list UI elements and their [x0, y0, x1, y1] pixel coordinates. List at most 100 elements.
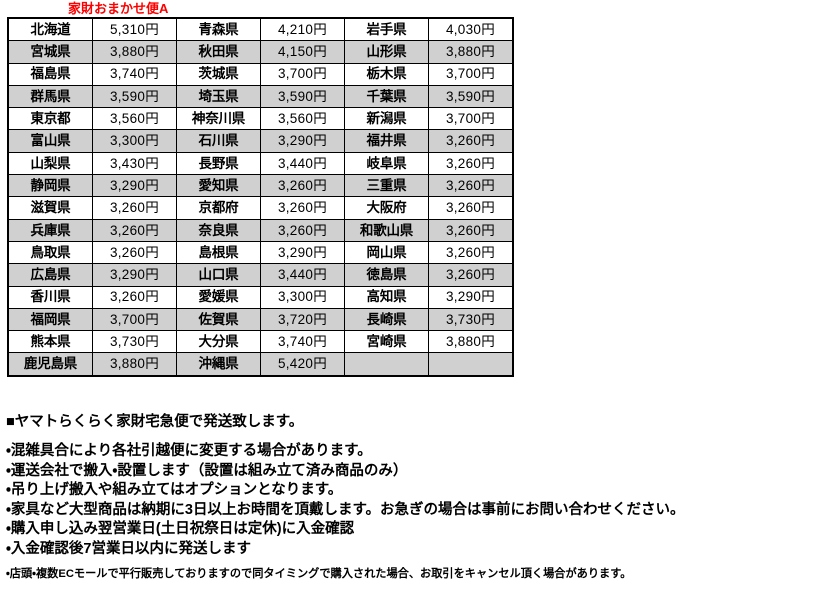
notes-section: ■ヤマトらくらく家財宅急便で発送致します。 ・混雑具合により各社引越便に変更する… — [6, 412, 818, 582]
prefecture-cell: 千葉県 — [344, 84, 429, 109]
fee-cell: 3,290円 — [260, 129, 345, 153]
fee-cell: 3,260円 — [428, 196, 513, 220]
table-row: 熊本県 3,730円 大分県 3,740円 宮崎県 3,880円 — [8, 330, 513, 354]
fee-cell: 3,260円 — [92, 218, 177, 242]
note-line: ・吊り上げ搬入や組み立てはオプションとなります。 — [6, 482, 343, 498]
note-line: ・混雑具合により各社引越便に変更する場合があります。 — [6, 443, 372, 459]
fee-cell: 3,260円 — [92, 240, 177, 265]
prefecture-cell: 福島県 — [8, 62, 93, 86]
prefecture-cell: 沖縄県 — [176, 352, 261, 376]
fee-cell: 3,700円 — [428, 62, 513, 86]
note-line: ・購入申し込み翌営業日(土日祝祭日は定休)に入金確認 — [6, 521, 355, 537]
fee-cell: 3,440円 — [260, 151, 345, 176]
fee-cell: 3,300円 — [260, 285, 345, 309]
fee-cell: 3,590円 — [428, 84, 513, 109]
prefecture-cell: 福岡県 — [8, 307, 93, 332]
prefecture-cell: 徳島県 — [344, 263, 429, 287]
prefecture-cell: 秋田県 — [176, 40, 261, 64]
fee-cell: 3,560円 — [260, 107, 345, 131]
fee-cell: 3,740円 — [260, 330, 345, 354]
fee-cell: 3,430円 — [92, 151, 177, 176]
fee-cell: 3,700円 — [428, 107, 513, 131]
prefecture-cell: 群馬県 — [8, 84, 93, 109]
fee-cell: 3,260円 — [428, 263, 513, 287]
fee-cell: 3,260円 — [92, 285, 177, 309]
shipping-fee-table: 北海道 5,310円 青森県 4,210円 岩手県 4,030円 宮城県 3,880円 秋田県 4… — [8, 17, 513, 376]
prefecture-cell: 岩手県 — [344, 17, 429, 42]
notes-heading: ■ヤマトらくらく家財宅急便で発送致します。 — [6, 414, 304, 430]
fee-cell: 3,880円 — [428, 330, 513, 354]
fee-cell: 3,260円 — [428, 129, 513, 153]
prefecture-cell: 山口県 — [176, 263, 261, 287]
table-row: 北海道 5,310円 青森県 4,210円 岩手県 4,030円 — [8, 17, 513, 42]
table-row: 富山県 3,300円 石川県 3,290円 福井県 3,260円 — [8, 129, 513, 153]
prefecture-cell: 奈良県 — [176, 218, 261, 242]
fee-cell: 3,590円 — [92, 84, 177, 109]
notes-list: ・混雑具合により各社引越便に変更する場合があります。・運送会社で搬入・設置します… — [6, 442, 818, 559]
fee-cell: 3,290円 — [260, 240, 345, 265]
fee-cell: 3,260円 — [428, 174, 513, 198]
table-row: 山梨県 3,430円 長野県 3,440円 岐阜県 3,260円 — [8, 151, 513, 176]
prefecture-cell: 石川県 — [176, 129, 261, 153]
prefecture-cell: 茨城県 — [176, 62, 261, 86]
prefecture-cell: 山梨県 — [8, 151, 93, 176]
table-row: 広島県 3,290円 山口県 3,440円 徳島県 3,260円 — [8, 263, 513, 287]
prefecture-cell: 愛知県 — [176, 174, 261, 198]
fee-cell: 3,700円 — [92, 307, 177, 332]
table-row: 香川県 3,260円 愛媛県 3,300円 高知県 3,290円 — [8, 285, 513, 309]
fee-cell: 3,720円 — [260, 307, 345, 332]
table-row: 群馬県 3,590円 埼玉県 3,590円 千葉県 3,590円 — [8, 84, 513, 109]
fee-cell: 4,210円 — [260, 17, 345, 42]
prefecture-cell: 香川県 — [8, 285, 93, 309]
fee-cell: 3,740円 — [92, 62, 177, 86]
prefecture-cell: 宮城県 — [8, 40, 93, 64]
prefecture-cell: 愛媛県 — [176, 285, 261, 309]
prefecture-cell: 島根県 — [176, 240, 261, 265]
prefecture-cell — [344, 352, 429, 376]
prefecture-cell: 佐賀県 — [176, 307, 261, 332]
prefecture-cell: 福井県 — [344, 129, 429, 153]
fee-cell: 3,700円 — [260, 62, 345, 86]
prefecture-cell: 長崎県 — [344, 307, 429, 332]
fee-cell: 3,560円 — [92, 107, 177, 131]
note-line: ・家具など大型商品は納期に3日以上お時間を頂戴します。お急ぎの場合は事前にお問い… — [6, 501, 685, 518]
fee-cell: 3,290円 — [92, 174, 177, 198]
prefecture-cell: 岡山県 — [344, 240, 429, 265]
page-title: 家財おまかせ便A — [68, 1, 169, 16]
prefecture-cell: 静岡県 — [8, 174, 93, 198]
note-line: ・運送会社で搬入・設置します（設置は組み立て済み商品のみ） — [6, 462, 408, 479]
fee-cell: 3,260円 — [260, 174, 345, 198]
prefecture-cell: 鳥取県 — [8, 240, 93, 265]
fee-cell: 3,260円 — [260, 196, 345, 220]
note-line: ・入金確認後7営業日以内に発送します — [6, 540, 251, 557]
prefecture-cell: 栃木県 — [344, 62, 429, 86]
fee-cell: 3,260円 — [92, 196, 177, 220]
table-row: 東京都 3,560円 神奈川県 3,560円 新潟県 3,700円 — [8, 107, 513, 131]
prefecture-cell: 宮崎県 — [344, 330, 429, 354]
prefecture-cell: 新潟県 — [344, 107, 429, 131]
fee-cell: 3,880円 — [92, 40, 177, 64]
prefecture-cell: 大阪府 — [344, 196, 429, 220]
prefecture-cell: 滋賀県 — [8, 196, 93, 220]
fee-cell: 4,150円 — [260, 40, 345, 64]
fee-cell — [428, 352, 513, 376]
table-row: 静岡県 3,290円 愛知県 3,260円 三重県 3,260円 — [8, 174, 513, 198]
table-row: 鹿児島県 3,880円 沖縄県 5,420円 — [8, 352, 513, 376]
fee-cell: 5,310円 — [92, 17, 177, 42]
fee-cell: 3,590円 — [260, 84, 345, 109]
table-row: 宮城県 3,880円 秋田県 4,150円 山形県 3,880円 — [8, 40, 513, 64]
table-row: 鳥取県 3,260円 島根県 3,290円 岡山県 3,260円 — [8, 240, 513, 265]
prefecture-cell: 広島県 — [8, 263, 93, 287]
prefecture-cell: 北海道 — [8, 17, 93, 42]
prefecture-cell: 岐阜県 — [344, 151, 429, 176]
fee-cell: 3,300円 — [92, 129, 177, 153]
prefecture-cell: 神奈川県 — [176, 107, 261, 131]
table-row: 兵庫県 3,260円 奈良県 3,260円 和歌山県 3,260円 — [8, 218, 513, 242]
notes-fine-print: ・店頭・複数ECモールで平行販売しておりますので同タイミングで購入された場合、お… — [6, 568, 632, 580]
prefecture-cell: 三重県 — [344, 174, 429, 198]
prefecture-cell: 青森県 — [176, 17, 261, 42]
fee-cell: 3,260円 — [260, 218, 345, 242]
fee-cell: 3,260円 — [428, 218, 513, 242]
prefecture-cell: 高知県 — [344, 285, 429, 309]
fee-cell: 5,420円 — [260, 352, 345, 376]
